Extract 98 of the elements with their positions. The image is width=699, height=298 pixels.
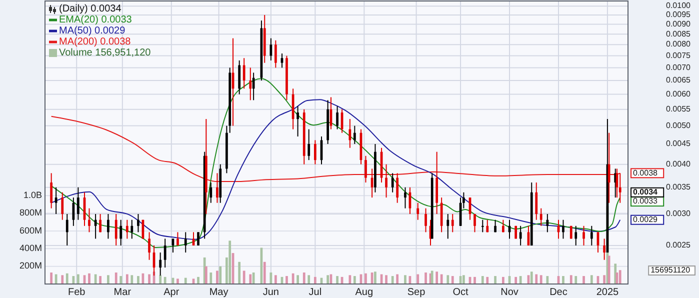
x-tick-label: Sep [407,287,426,298]
x-tick-label: Jul [308,287,322,298]
candlestick [114,213,118,246]
x-tick-label: Mar [114,287,132,298]
candlestick [546,213,549,233]
candlestick [197,232,200,246]
candlestick [440,197,443,233]
y-tick-label: 0.0065 [666,76,692,85]
candlestick [494,219,496,233]
y2-tick-label: 1.0B [23,190,42,200]
candlestick [451,213,454,233]
candlestick [308,128,310,161]
y2-tick-label: 600M [19,225,42,236]
candlestick [296,106,299,137]
candlestick [446,213,450,240]
candlestick [416,202,420,220]
candlestick [486,219,489,233]
candlestick [348,118,352,148]
y-tick-label: 0.0060 [666,89,692,98]
candlestick [238,60,241,95]
candlestick [210,182,212,204]
candlestick [404,186,406,209]
candlestick [385,164,388,198]
candlestick [184,232,187,254]
line-series [50,78,621,248]
data-label: 0.0029 [633,214,658,224]
legend-label: MA(50) 0.0029 [59,26,126,37]
candlestick [274,40,277,68]
x-tick-label: Feb [68,287,86,298]
y-tick-label: 0.0070 [666,62,692,72]
candlestick [603,238,606,260]
candlestick [540,208,542,226]
candlestick [130,219,134,240]
candlestick [562,219,564,240]
y-tick-label: 0.0085 [666,29,692,38]
candlestick [270,38,272,61]
candlestick [396,172,399,204]
y-tick-label: 0.0090 [666,19,692,28]
legend-label: MA(200) 0.0038 [59,36,132,48]
legend-label: EMA(20) 0.0033 [59,14,132,26]
candlestick [364,155,367,184]
x-tick-label: Dec [550,287,568,298]
y2-tick-label: 800M [19,208,42,218]
candlestick [336,106,338,130]
y-tick-label: 0.0075 [666,50,692,60]
x-tick-label: 2025 [596,287,620,298]
candlestick [107,213,110,240]
candlestick [61,192,64,220]
annotation: 0.0034 [633,187,658,196]
candlestick [582,225,585,246]
legend-label: Volume 156,951,120 [59,48,152,59]
x-tick-label: May [209,287,228,298]
candlestick [424,208,427,233]
y-tick-label: 0.0095 [666,10,692,20]
candlestick [574,225,578,246]
candlestick [590,225,593,246]
y-tick-label: 0.0045 [666,139,692,148]
candlestick [99,213,102,233]
data-label: 0.0038 [633,168,658,178]
candlestick [126,219,128,240]
chart-title: (Daily) 0.0034 [59,4,122,15]
candlestick [535,182,538,220]
x-tick-label: Nov [500,287,518,298]
candlestick [314,140,316,165]
y-tick-label: 0.0050 [666,120,692,130]
y-tick-label: 0.0025 [666,240,692,250]
x-tick-label: Apr [164,287,180,298]
candlestick [502,219,504,233]
candlestick [242,58,246,90]
candlestick [88,208,90,233]
x-tick-label: Aug [355,287,374,298]
candlestick [216,172,218,204]
candlestick [137,213,140,233]
candlestick [66,213,68,246]
text: 156951120 [650,266,691,275]
x-tick-label: Jun [262,287,279,298]
candlestick [249,67,252,101]
y2-tick-label: 200M [19,260,42,271]
x-tick-label: Oct [452,287,469,298]
candlestick [474,213,476,233]
y2-tick-label: 400M [19,243,42,253]
y-tick-label: 0.0035 [666,182,692,192]
candlestick [176,232,179,246]
data-label: 0.0033 [633,196,658,206]
y-tick-label: 0.0055 [666,104,692,114]
candlestick [50,172,53,209]
y-tick-label: 0.0040 [666,159,692,168]
y-tick-label: 0.0080 [666,40,692,49]
y-tick-label: 0.0030 [666,209,692,218]
candlestick [164,238,166,268]
candlestick [353,125,356,144]
candlestick [148,232,150,260]
candlestick [391,172,394,193]
candlestick [481,219,484,233]
candlestick [618,172,622,204]
y-tick-label: 0.0100 [666,1,692,10]
candlestick [76,186,80,220]
candlestick [120,219,122,246]
